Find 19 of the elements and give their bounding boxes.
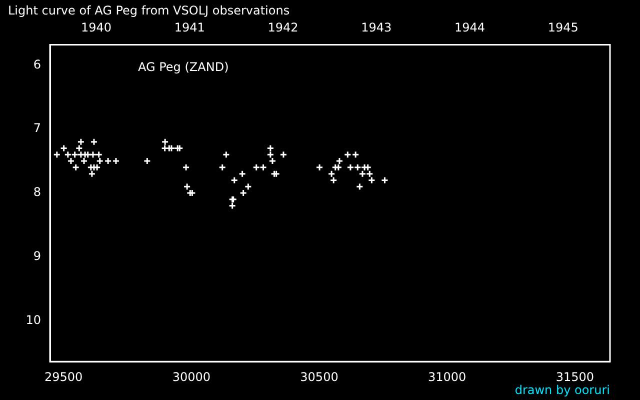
x2-tick-label: 1942 [268,20,298,35]
y-tick-label: 10 [26,312,41,327]
y-tick-label: 9 [33,248,41,263]
x-tick-label: 29500 [44,370,83,384]
x-tick-label: 31500 [556,370,594,384]
x-tick-label: 30000 [172,370,210,384]
chart-title: Light curve of AG Peg from VSOLJ observations [8,3,290,18]
x-tick-label: 31000 [428,370,466,384]
x2-tick-label: 1941 [174,20,205,35]
x2-tick-label: 1943 [361,20,392,35]
y-tick-label: 7 [33,121,41,136]
x2-tick-label: 1944 [454,20,486,35]
x2-tick-label: 1940 [80,20,112,35]
annotation: AG Peg (ZAND) [138,60,229,74]
x2-tick-label: 1945 [548,20,578,35]
x-tick-label: 30500 [300,370,338,384]
text: drawn by ooruri [514,383,610,397]
y-tick-label: 6 [33,57,41,72]
y-tick-label: 8 [33,185,41,200]
